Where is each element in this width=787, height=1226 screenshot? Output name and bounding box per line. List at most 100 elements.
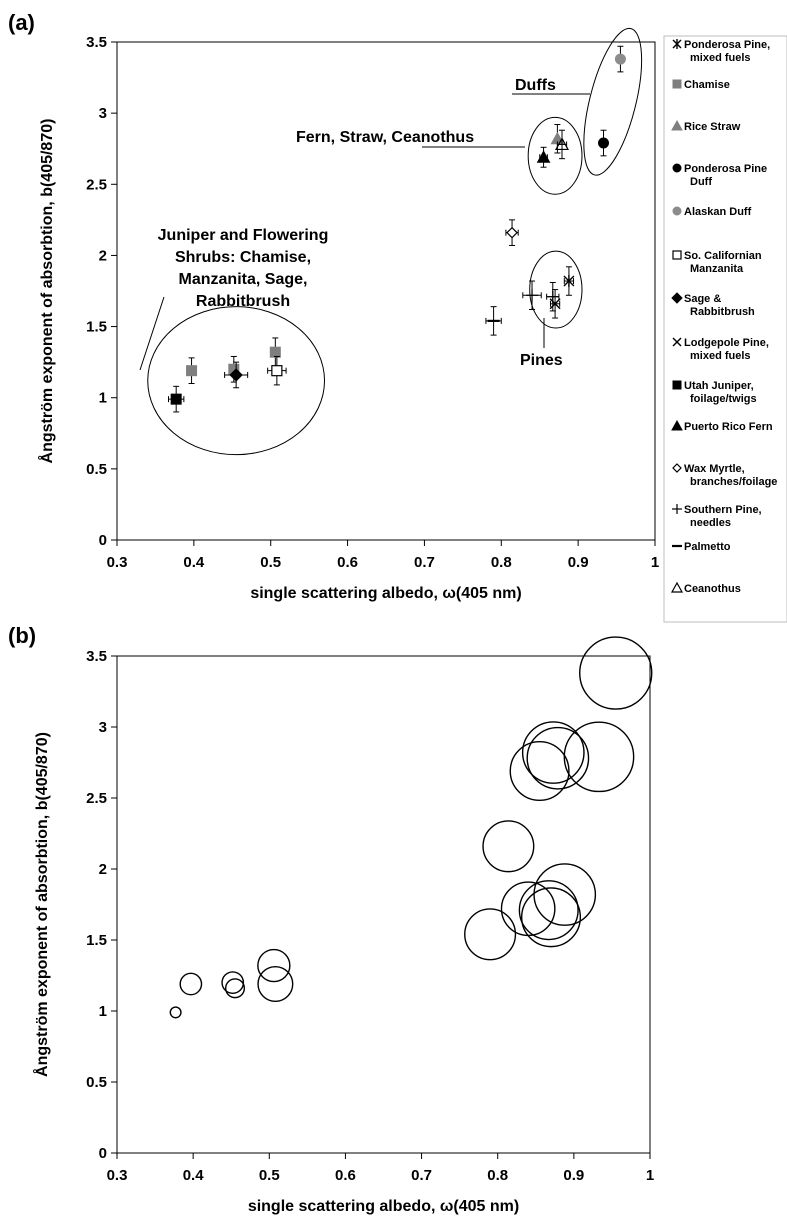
legend-entry: Chamise bbox=[684, 79, 730, 91]
group-label: Rabbitbrush bbox=[196, 293, 290, 310]
legend-entry-line: Ponderosa Pine, bbox=[684, 39, 770, 51]
chart-b: 0.3 0.4 0.5 0.6 0.7 0.8 0.9 1 0 0.5 1 1.5 2 2.5 3 3.5 si… bbox=[32, 636, 654, 1215]
data-point bbox=[170, 393, 182, 405]
bubble bbox=[257, 965, 294, 1003]
legend-entry-line: Palmetto bbox=[684, 541, 731, 553]
legend-entry-line: Manzanita bbox=[690, 263, 744, 275]
y-tick-label: 1.5 bbox=[86, 319, 107, 336]
legend-entry-line: Duff bbox=[690, 176, 712, 188]
y-tick-label: 0 bbox=[99, 532, 107, 549]
bubble bbox=[179, 972, 203, 996]
data-point bbox=[554, 137, 570, 151]
data-point bbox=[671, 119, 683, 131]
x-tick-label: 0.5 bbox=[260, 554, 281, 571]
legend-entry-line: Alaskan Duff bbox=[684, 206, 752, 218]
y-tick-label: 2.5 bbox=[86, 790, 107, 807]
bubble bbox=[509, 740, 570, 802]
bubble bbox=[221, 971, 245, 994]
legend-frame bbox=[663, 35, 787, 623]
data-point bbox=[229, 368, 243, 382]
data-point bbox=[672, 250, 682, 260]
x-axis-title: single scattering albedo, ω(405 nm) bbox=[250, 585, 521, 602]
legend-entry-line: Rice Straw bbox=[684, 121, 741, 133]
y-tick-label: 1 bbox=[99, 390, 107, 407]
legend-entry: Puerto Rico Fern bbox=[684, 421, 773, 433]
leader-line bbox=[139, 296, 165, 371]
legend-entry-line: mixed fuels bbox=[690, 52, 751, 64]
data-point bbox=[614, 53, 626, 65]
legend-entry-line: Lodgepole Pine, bbox=[684, 337, 769, 349]
legend-entry-line: Utah Juniper, bbox=[684, 380, 754, 392]
data-point bbox=[670, 581, 684, 593]
x-tick-label: 1 bbox=[646, 1167, 654, 1184]
legend-entry: Lodgepole Pine, mixed fuels bbox=[684, 337, 769, 362]
data-points bbox=[167, 45, 626, 413]
legend-entry-line: Chamise bbox=[684, 79, 730, 91]
y-tick-label: 2 bbox=[99, 861, 107, 878]
legend-entry: Ponderosa Pine Duff bbox=[684, 163, 767, 188]
group-label: Pines bbox=[520, 352, 563, 369]
legend-entry: Sage & Rabbitbrush bbox=[684, 293, 755, 318]
legend-entry-line: branches/foilage bbox=[690, 476, 777, 488]
bubble bbox=[520, 887, 582, 948]
group-label: Fern, Straw, Ceanothus bbox=[296, 129, 474, 146]
marker-stroke bbox=[672, 337, 682, 347]
bubble bbox=[526, 726, 590, 790]
x-tick-label: 0.9 bbox=[568, 554, 589, 571]
data-point bbox=[271, 365, 283, 377]
legend-entry-line: Sage & bbox=[684, 293, 721, 305]
legend-entry-line: needles bbox=[690, 517, 731, 529]
data-point bbox=[546, 290, 559, 303]
y-tick-label: 0.5 bbox=[86, 461, 107, 478]
y-tick-label: 0.5 bbox=[86, 1074, 107, 1091]
y-tick-label: 1.5 bbox=[86, 932, 107, 949]
group-label: Shrubs: Chamise, bbox=[175, 249, 311, 266]
data-point bbox=[186, 365, 198, 377]
legend-entry-line: Ponderosa Pine bbox=[684, 163, 767, 175]
x-axis-title: single scattering albedo, ω(405 nm) bbox=[248, 1198, 519, 1215]
y-axis-title: Ångström exponent of absorbtion, b(405/8… bbox=[37, 119, 56, 464]
bubble bbox=[224, 978, 246, 999]
panel-a-label: (a) bbox=[8, 10, 35, 35]
legend-entry-line: Southern Pine, bbox=[684, 504, 762, 516]
plot-frame bbox=[116, 41, 656, 541]
data-point bbox=[672, 463, 682, 473]
legend-entry-line: mixed fuels bbox=[690, 350, 751, 362]
y-tick-label: 2 bbox=[99, 247, 107, 264]
legend-entry-line: Rabbitbrush bbox=[690, 306, 755, 318]
bubble bbox=[533, 863, 597, 926]
data-point bbox=[672, 337, 682, 347]
bubbles bbox=[169, 636, 653, 1019]
x-tick-label: 0.8 bbox=[487, 1167, 508, 1184]
group-ellipse bbox=[529, 250, 583, 329]
x-tick-label: 0.8 bbox=[491, 554, 512, 571]
x-tick-label: 1 bbox=[651, 554, 659, 571]
legend-entry: So. Californian Manzanita bbox=[684, 250, 762, 275]
plot-frame bbox=[116, 655, 651, 1154]
x-tick-label: 0.5 bbox=[259, 1167, 280, 1184]
bubble bbox=[518, 880, 579, 941]
legend-entry-line: Wax Myrtle, bbox=[684, 463, 745, 475]
legend-entry: Utah Juniper, foilage/twigs bbox=[684, 380, 757, 405]
group-ellipse bbox=[583, 27, 643, 176]
y-tick-label: 0 bbox=[99, 1145, 107, 1162]
x-tick-label: 0.9 bbox=[563, 1167, 584, 1184]
x-tick-label: 0.6 bbox=[337, 554, 358, 571]
y-tick-label: 3.5 bbox=[86, 34, 107, 51]
data-point bbox=[671, 419, 683, 431]
y-tick-label: 2.5 bbox=[86, 176, 107, 193]
legend-entry-line: Ceanothus bbox=[684, 583, 741, 595]
data-point bbox=[269, 346, 281, 358]
x-tick-label: 0.7 bbox=[414, 554, 435, 571]
legend-entry: Alaskan Duff bbox=[684, 206, 752, 218]
bubble bbox=[521, 721, 585, 784]
y-axis-title: Ångström exponent of absorbtion, b(405/8… bbox=[32, 732, 51, 1077]
data-point bbox=[672, 206, 682, 216]
data-point bbox=[672, 504, 682, 514]
group-ellipse bbox=[527, 116, 583, 195]
data-point bbox=[506, 226, 518, 239]
bubble bbox=[563, 721, 635, 793]
bubble bbox=[464, 908, 517, 961]
x-tick-label: 0.7 bbox=[411, 1167, 432, 1184]
